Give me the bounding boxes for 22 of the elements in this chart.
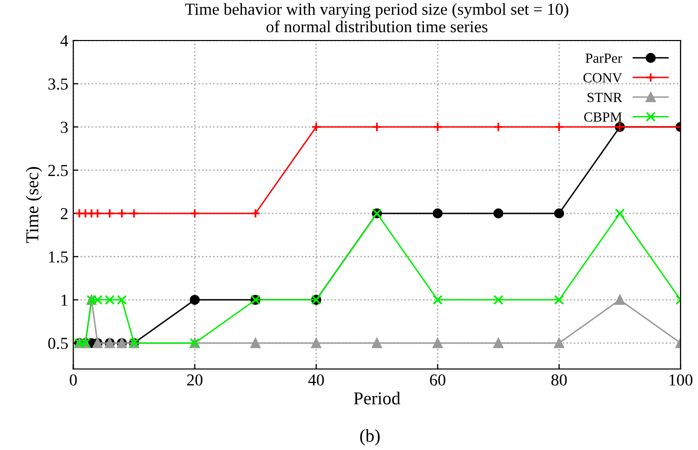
y-tick-label: 3 <box>60 122 68 133</box>
y-tick-label: 0.5 <box>48 338 68 350</box>
legend-label: ParPer <box>586 54 622 63</box>
legend-label: CONV <box>583 73 622 83</box>
x-tick-label: 80 <box>551 374 567 386</box>
legend-label: CBPM <box>584 112 622 122</box>
y-tick-label: 1.5 <box>49 251 68 263</box>
x-tick-label: 20 <box>187 374 202 386</box>
x-tick-label: 0 <box>70 374 77 386</box>
legend-label: STNR <box>588 92 622 102</box>
y-tick-label: 2 <box>60 208 68 220</box>
text: (b) <box>360 429 380 446</box>
x-tick-label: 100 <box>670 374 692 386</box>
y-tick-label: 3.5 <box>48 78 68 90</box>
y-tick-label: 4 <box>60 35 68 46</box>
x-tick-label: 40 <box>308 374 324 386</box>
chart-title: Time behavior with varying period size (symbol set = 10) of normal distribution time series <box>185 3 568 32</box>
x-tick-label: 60 <box>430 374 446 386</box>
y-axis-title: Time (sec) <box>26 167 42 243</box>
x-axis-title: Period <box>354 392 400 404</box>
y-tick-label: 1 <box>62 294 68 306</box>
y-tick-label: 2.5 <box>48 164 68 176</box>
